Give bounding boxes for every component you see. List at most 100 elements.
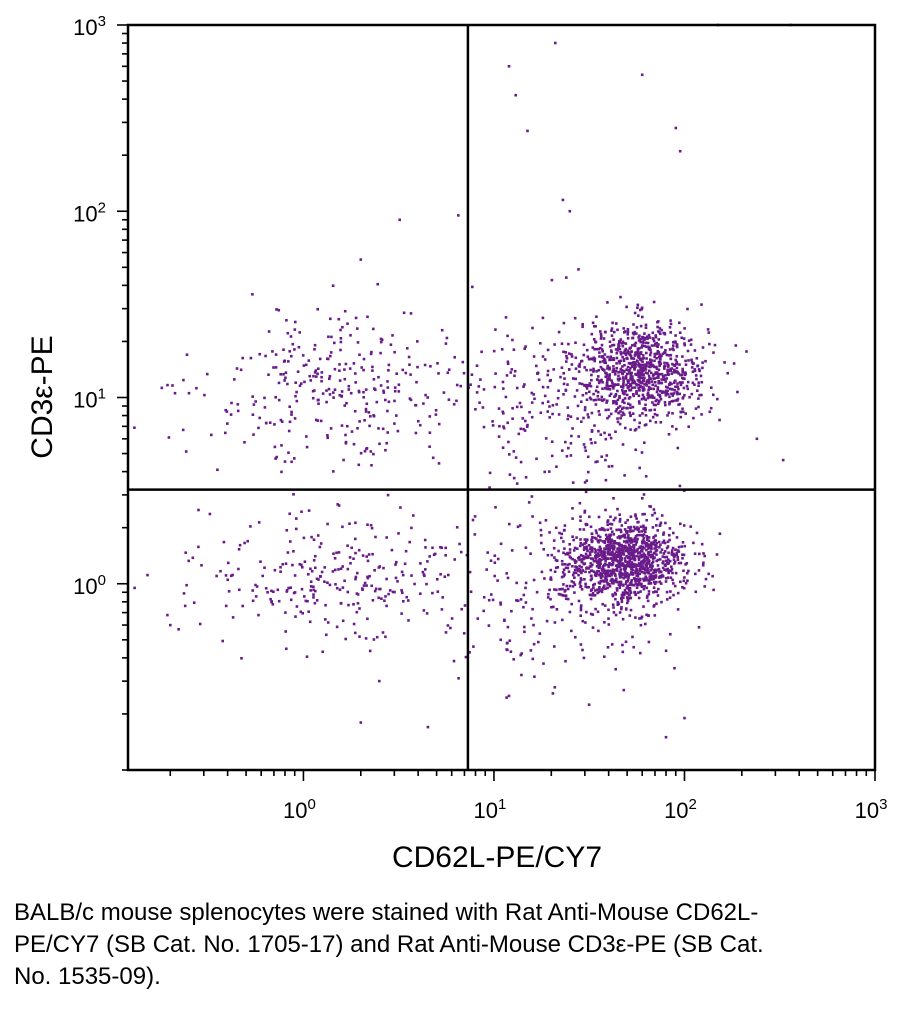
event-point [698,393,701,397]
event-point [523,347,526,350]
event-point [671,362,674,366]
event-point [593,441,597,444]
event-point [701,346,705,349]
event-point [393,590,396,594]
event-point [314,554,317,558]
event-point [597,410,601,413]
event-point [609,579,613,582]
event-point [410,526,413,530]
event-point [354,551,357,555]
event-point [579,614,582,617]
event-point [602,568,606,571]
event-point [631,405,635,409]
event-point [613,568,617,572]
event-point [626,596,629,599]
event-point [625,531,629,535]
event-point [400,589,403,592]
event-point [482,596,486,599]
event-point [299,610,303,614]
event-point [563,573,566,576]
event-point [692,541,695,545]
event-point [538,521,542,525]
event-point [653,582,657,586]
event-point [271,350,274,353]
event-point [600,398,603,402]
event-point [578,558,581,562]
event-point [504,395,508,399]
event-point [546,596,550,599]
event-point [584,621,587,624]
event-point [646,391,650,394]
event-point [549,597,552,601]
event-point [629,384,633,387]
event-point [370,584,373,588]
event-point [584,555,588,559]
event-point [504,316,508,319]
event-point [449,626,452,630]
event-point [343,309,347,313]
event-point [251,413,255,416]
event-point [515,599,518,602]
event-point [662,552,666,555]
event-point [552,605,555,609]
event-point [501,446,505,449]
event-point [670,400,674,403]
event-point [658,546,661,549]
event-point [642,536,646,540]
event-point [619,351,622,354]
event-point [680,373,683,376]
event-point [591,626,595,629]
event-point [630,539,633,543]
event-point [301,566,304,569]
event-point [230,574,233,578]
event-point [608,548,611,551]
event-point [184,450,188,453]
event-point [579,519,582,522]
event-point [415,380,418,384]
event-point [558,531,561,535]
event-point [272,590,275,593]
event-point [498,424,501,428]
event-point [626,379,629,382]
event-point [632,394,635,398]
event-point [499,638,502,642]
event-point [369,523,373,527]
event-point [567,414,570,417]
event-point [422,402,425,405]
event-point [606,586,609,590]
event-point [629,377,632,381]
event-point [643,338,646,341]
event-point [181,428,185,432]
event-point [673,666,676,670]
event-point [482,609,485,613]
event-point [660,391,664,394]
event-point [690,360,694,364]
event-point [655,398,659,402]
event-point [320,371,324,374]
event-point [620,607,623,611]
event-point [694,590,698,594]
event-point [600,567,604,571]
event-point [658,394,662,397]
event-point [642,386,645,389]
event-point [666,598,669,601]
event-point [598,550,601,553]
event-point [277,381,281,385]
event-point [608,388,612,391]
event-point [286,331,290,335]
event-point [428,431,432,434]
event-point [661,561,664,565]
event-point [295,605,299,608]
event-point [650,546,653,549]
event-point [598,528,602,531]
event-point [645,558,648,561]
event-point [649,351,653,354]
event-point [344,362,348,366]
event-point [473,515,477,518]
event-point [604,408,608,412]
event-point [610,329,613,332]
event-point [615,587,619,590]
plot-frame [126,23,877,772]
event-point [532,642,536,646]
event-point [359,451,363,455]
